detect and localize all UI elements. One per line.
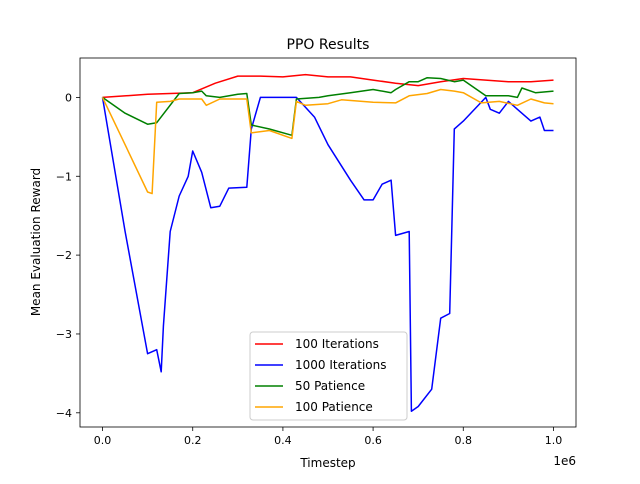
- y-tick-label: −2: [56, 249, 72, 262]
- series-layer: [101, 73, 554, 412]
- plot-frame: [79, 57, 577, 428]
- y-axis-ticks: 0 −1 −2 −3 −4: [56, 91, 80, 420]
- legend: 100 Iterations 1000 Iterations 50 Patience…: [249, 331, 408, 421]
- x-tick-label: 0.2: [184, 434, 202, 447]
- x-tick-label: 0.8: [455, 434, 473, 447]
- x-tick-label: 0.6: [364, 434, 382, 447]
- y-tick-label: 0: [65, 91, 72, 104]
- y-tick-label: −4: [56, 407, 72, 420]
- legend-label: 50 Patience: [295, 379, 365, 393]
- x-tick-label: 1.0: [545, 434, 563, 447]
- series-line-2: [101, 96, 554, 412]
- y-axis-label: Mean Evaluation Reward: [29, 168, 43, 316]
- y-tick-label: −3: [56, 328, 72, 341]
- x-tick-label: 0.4: [274, 434, 292, 447]
- legend-box: [249, 331, 408, 421]
- series-line-4: [101, 88, 554, 195]
- legend-label: 1000 Iterations: [295, 358, 387, 372]
- series-line-1: [102, 73, 554, 99]
- y-tick-label: −1: [56, 170, 72, 183]
- series-line-3: [102, 76, 554, 137]
- legend-label: 100 Patience: [295, 400, 373, 414]
- x-axis-label: Timestep: [299, 456, 355, 470]
- x-axis-offset-label: 1e6: [553, 454, 576, 468]
- legend-label: 100 Iterations: [295, 337, 379, 351]
- x-tick-label: 0.0: [94, 434, 112, 447]
- x-axis-ticks: 0.0 0.2 0.4 0.6 0.8 1.0: [94, 427, 562, 447]
- chart-title: PPO Results: [287, 37, 370, 53]
